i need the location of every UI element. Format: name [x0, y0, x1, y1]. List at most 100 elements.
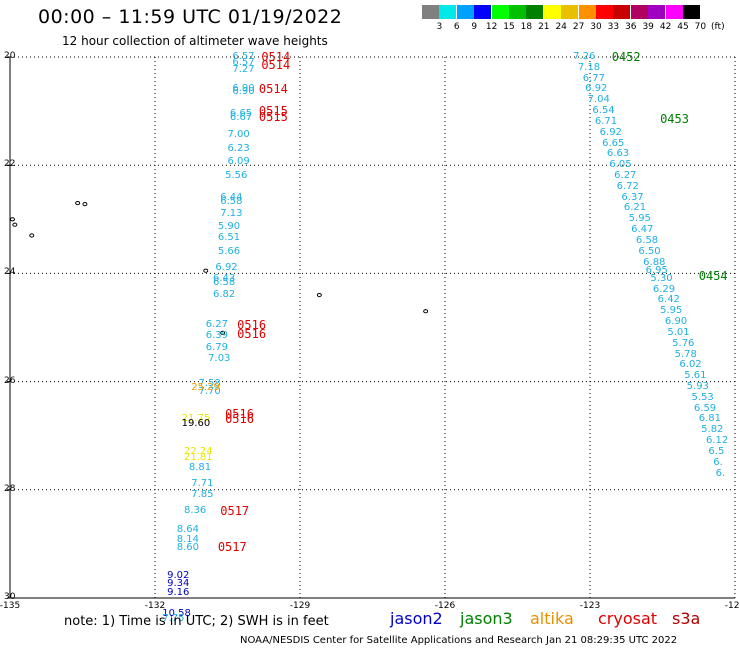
lon-tick-label: -132	[144, 601, 166, 611]
scale-swatch	[439, 5, 457, 19]
pass-time-label: 0517	[217, 539, 247, 554]
wave-height-label: 7.71	[191, 478, 214, 490]
wave-height-label: 6.5	[708, 445, 725, 457]
scale-label: 30	[590, 22, 602, 32]
wave-height-label: 7.00	[227, 129, 250, 141]
lat-tick-label: 22	[4, 159, 16, 170]
scale-swatch	[665, 5, 683, 19]
island-outline	[9, 217, 15, 222]
wave-height-label: 6.92	[585, 83, 608, 95]
scale-label: 45	[677, 22, 689, 32]
scale-label: 21	[538, 22, 550, 32]
wave-height-label: 6.47	[631, 224, 654, 236]
wave-height-label: 6.79	[205, 342, 229, 354]
legend-entry-s3a: s3a	[672, 609, 701, 628]
scale-swatch	[630, 5, 648, 19]
lat-tick-label: 24	[4, 267, 16, 278]
wave-height-label: 7.26	[573, 51, 596, 62]
wave-height-label: 8.36	[184, 505, 207, 517]
pass-time-label: 0514	[261, 58, 291, 73]
wave-height-label: 6.77	[582, 72, 606, 84]
wave-height-label: 5.93	[686, 381, 709, 392]
wave-height-label: 21.81	[184, 452, 213, 464]
lon-tick-label: -135	[0, 601, 21, 611]
pass-time-label: 0514	[261, 50, 291, 64]
island-outline	[82, 202, 88, 207]
island-outline	[12, 222, 18, 227]
wave-height-label: 6.57	[232, 51, 255, 62]
wave-height-label: 6.	[715, 467, 726, 479]
wave-height-label: 5.95	[660, 305, 683, 317]
wave-height-label: 9.16	[167, 586, 190, 598]
wave-height-label: 6.59	[693, 402, 717, 414]
wave-height-label: 6.58	[635, 234, 659, 246]
wave-height-label: 6.	[713, 456, 723, 468]
legend-entry-altika: altika	[530, 609, 574, 628]
lat-tick-label: 26	[4, 375, 16, 386]
island-outline	[423, 309, 429, 314]
wave-height-label: 21.75	[181, 413, 211, 425]
legend-entry-cryosat: cryosat	[598, 609, 658, 628]
island-outline	[203, 268, 209, 273]
wave-height-label: 25.29	[191, 382, 220, 394]
wave-height-label: 6.90	[232, 86, 255, 98]
wave-height-label: 5.30	[650, 272, 673, 284]
wave-height-label: 6.27	[205, 318, 229, 330]
scale-label: 33	[607, 22, 620, 32]
page-title: 00:00 – 11:59 UTC 01/19/2022	[38, 6, 343, 28]
island-outline	[220, 330, 226, 336]
pass-time-label: 0514	[258, 82, 288, 97]
wave-height-label: 19.60	[181, 417, 211, 429]
pass-time-label: 0516	[225, 412, 254, 427]
pass-time-label: 0452	[611, 50, 641, 64]
wave-height-label: 5.01	[667, 326, 690, 338]
page-subtitle: 12 hour collection of altimeter wave hei…	[62, 34, 328, 48]
scale-label: 36	[625, 22, 637, 32]
wave-height-label: 5.56	[225, 170, 248, 182]
wave-height-label: 7.13	[220, 207, 243, 219]
wave-height-label: 9.34	[167, 578, 190, 590]
wave-height-label: 5.95	[628, 213, 651, 225]
scale-label: 39	[642, 22, 654, 32]
scale-swatch	[491, 5, 509, 19]
legend-entry-jason3: jason3	[460, 609, 513, 628]
scale-label: 70	[694, 22, 707, 32]
wave-height-label: 6.39	[205, 329, 229, 341]
wave-height-label: 7.03	[208, 352, 231, 364]
pass-time-label: 0515	[258, 104, 288, 119]
pass-time-label: 0517	[220, 504, 250, 519]
wave-height-label: 6.58	[213, 277, 236, 289]
scale-swatch	[474, 5, 492, 19]
wave-height-label: 6.43	[213, 272, 236, 284]
wave-height-label: 6.90	[664, 316, 688, 328]
lon-tick-label: -123	[579, 601, 601, 611]
lat-tick-label: 30	[4, 592, 16, 602]
wave-height-label: 5.90	[217, 221, 241, 233]
scale-swatch	[683, 5, 700, 19]
wave-height-label: 6.65	[229, 107, 253, 119]
island-outline	[316, 292, 322, 298]
pass-time-label: 0516	[237, 317, 267, 332]
wave-height-label: 6.21	[623, 202, 647, 214]
wave-height-label: 8.64	[176, 524, 200, 536]
wave-height-label: 6.72	[616, 180, 639, 192]
wave-height-label: 5.53	[691, 391, 714, 403]
lat-tick-label: 28	[4, 483, 16, 494]
wave-height-label: 6.81	[698, 413, 722, 425]
wave-height-label: 6.58	[220, 195, 243, 207]
scale-label: 15	[503, 22, 515, 32]
wave-height-label: 6.63	[606, 148, 630, 160]
legend-entry-jason2: jason2	[390, 609, 443, 628]
scale-swatch	[613, 5, 631, 19]
scale-swatch	[456, 5, 474, 19]
wave-height-label: 9.02	[167, 570, 190, 582]
wave-height-label: 7.58	[198, 378, 221, 390]
island-outline	[29, 233, 35, 238]
scale-swatch	[526, 5, 544, 19]
scale-label: 42	[659, 22, 672, 32]
wave-height-label: 6.65	[602, 137, 625, 149]
wave-height-label: 6.09	[227, 156, 250, 168]
scale-label: 9	[471, 22, 478, 32]
wave-height-label: 6.90	[232, 83, 255, 95]
wave-height-label: 7.18	[577, 61, 601, 73]
